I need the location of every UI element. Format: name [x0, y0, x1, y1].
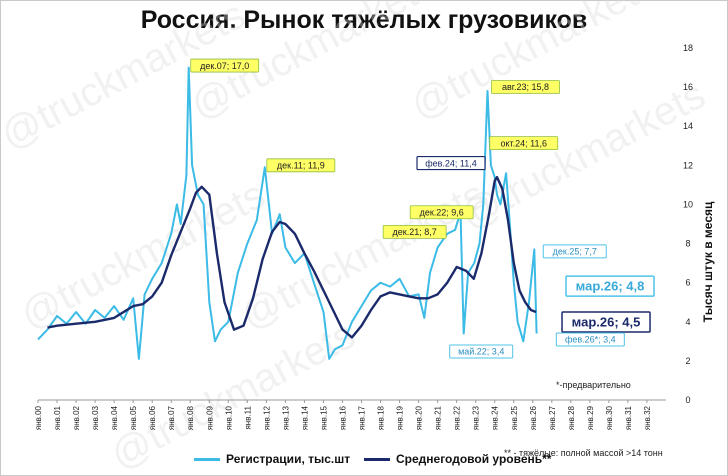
x-tick-label: янв.04 [110, 405, 119, 430]
legend-item-registrations: Регистрации, тыс.шт [194, 452, 350, 466]
annotation-text: авг.23; 15,8 [502, 82, 549, 92]
x-tick-label: янв.14 [300, 405, 309, 430]
y-tick-label: 0 [685, 395, 690, 405]
chart-title: Россия. Рынок тяжёлых грузовиков [140, 6, 588, 34]
annotation-text: дек.21; 8,7 [393, 227, 437, 237]
x-tick-label: янв.03 [91, 405, 100, 430]
annotation-box [190, 58, 260, 73]
x-tick-label: янв.24 [491, 405, 500, 430]
annotation-box [409, 205, 474, 220]
annotation-box [555, 332, 625, 347]
annotation-label: авг.23; 15,8 [491, 80, 560, 94]
annotation-box [266, 158, 336, 173]
x-tick-label: янв.18 [377, 405, 386, 430]
y-tick-label: 2 [685, 356, 690, 366]
y-tick-label: 6 [685, 278, 690, 288]
annotation-label: фев.24; 11,4 [416, 155, 486, 171]
x-tick-label: янв.13 [281, 405, 290, 430]
legend-label-average: Среднегодовой уровень** [396, 452, 552, 466]
x-tick-label: янв.29 [586, 405, 595, 430]
x-tick-label: янв.26 [529, 405, 538, 430]
legend-swatch-average [364, 457, 390, 461]
x-tick-label: янв.12 [262, 405, 271, 430]
annotation-label: дек.11; 11,9 [266, 158, 336, 173]
axes: 0 2 4 6 8 10 12 14 16 18 янв.00 янв.01 янв.02 янв.03 я… [34, 43, 693, 430]
y-tick-label: 12 [683, 160, 693, 170]
watermark-text: @truckmarkets [234, 173, 493, 338]
annotation-label: май.22; 3,4 [449, 344, 514, 359]
y-tick-label: 16 [683, 82, 693, 92]
annotation-text: мар.26; 4,8 [576, 279, 645, 294]
annotation-label: дек.07; 17,0 [190, 58, 260, 73]
annotation-text: фев.24; 11,4 [425, 158, 477, 168]
x-tick-label: янв.08 [186, 405, 195, 430]
watermark-layer: @truckmarkets@truckmarkets@truckmarkets@… [0, 0, 712, 476]
x-tick-label: янв.15 [319, 405, 328, 430]
legend-label-registrations: Регистрации, тыс.шт [226, 452, 351, 466]
annotation-text: дек.11; 11,9 [277, 160, 325, 170]
y-tick-label: 10 [683, 199, 693, 209]
annotation-box [416, 155, 486, 171]
annotation-box [491, 80, 560, 94]
x-tick-label: янв.06 [148, 405, 157, 430]
annotation-label: мар.26; 4,5 [561, 311, 651, 333]
annotation-text: дек.22; 9,6 [420, 207, 464, 217]
legend-item-average: Среднегодовой уровень** [364, 452, 551, 466]
x-tick-label: янв.31 [624, 405, 633, 430]
x-tick-label: янв.23 [472, 405, 481, 430]
annotation-text: фев.26*; 3,4 [565, 335, 616, 345]
y-tick-label: 4 [685, 317, 690, 327]
legend-swatch-registrations [194, 457, 220, 461]
annotation-text: дек.25; 7,7 [553, 247, 597, 257]
x-tick-label: янв.16 [338, 405, 347, 430]
x-tick-label: янв.09 [205, 405, 214, 430]
x-tick-label: янв.28 [567, 405, 576, 430]
x-tick-label: янв.10 [224, 405, 233, 430]
x-tick-label: янв.19 [396, 405, 405, 430]
series-average-line [47, 175, 537, 339]
x-tick-label: янв.30 [605, 405, 614, 430]
annotation-label: окт.24; 11,6 [489, 136, 559, 151]
x-tick-label: янв.17 [358, 405, 367, 430]
annotation-box [382, 224, 447, 239]
x-tick-label: янв.01 [53, 405, 62, 430]
legend: Регистрации, тыс.шт Среднегодовой уровен… [194, 452, 714, 468]
annotation-text: окт.24; 11,6 [500, 138, 547, 148]
watermark-text: @truckmarkets [454, 73, 713, 238]
x-tick-label: янв.25 [510, 405, 519, 430]
footnote-heavy: ** - тяжёлые: полной массой >14 тонн [504, 448, 663, 458]
annotation-box [489, 136, 559, 151]
annotation-box [542, 244, 607, 259]
annotation-label: фев.26*; 3,4 [555, 332, 625, 347]
x-tick-label: янв.27 [548, 405, 557, 430]
annotation-box [561, 311, 651, 333]
x-tick-label: янв.05 [129, 405, 138, 430]
series-registrations-line [37, 66, 538, 360]
series-layer [37, 66, 538, 360]
annotation-text: дек.07; 17,0 [200, 61, 249, 71]
y-axis-label: Тысяч штук в месяц [701, 201, 715, 322]
y-tick-label: 8 [685, 239, 690, 249]
annotation-label: дек.22; 9,6 [409, 205, 474, 220]
x-tick-label: янв.11 [243, 405, 252, 429]
x-tick-label: янв.20 [415, 405, 424, 430]
y-tick-label: 18 [683, 43, 693, 53]
x-tick-label: янв.22 [453, 405, 462, 430]
footnote-preliminary: *-предварительно [556, 380, 631, 390]
x-tick-label: янв.21 [434, 405, 443, 430]
annotation-box [449, 344, 514, 359]
x-tick-label: янв.00 [34, 405, 43, 430]
annotation-label: мар.26; 4,8 [565, 275, 655, 297]
x-tick-label: янв.02 [72, 405, 81, 430]
annotation-label: дек.25; 7,7 [542, 244, 607, 259]
annotation-text: май.22; 3,4 [458, 347, 504, 357]
x-tick-label: янв.32 [643, 405, 652, 430]
annotation-label: дек.21; 8,7 [382, 224, 447, 239]
annotation-box [565, 275, 655, 297]
x-tick-label: янв.07 [167, 405, 176, 430]
annotation-text: мар.26; 4,5 [572, 315, 641, 330]
y-tick-label: 14 [683, 121, 693, 131]
annotation-layer: дек.07; 17,0 дек.11; 11,9 дек.21; 8,7 дек.2… [190, 58, 655, 359]
